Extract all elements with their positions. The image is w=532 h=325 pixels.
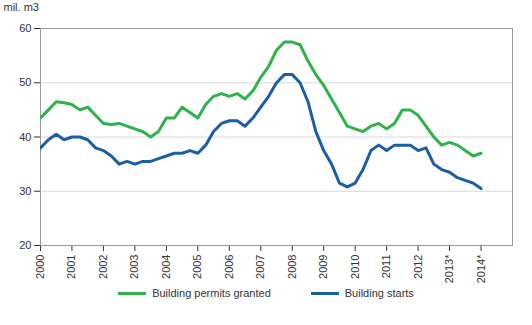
svg-text:50: 50 xyxy=(19,76,31,88)
svg-text:2007: 2007 xyxy=(254,255,266,279)
svg-text:20: 20 xyxy=(19,239,31,251)
svg-text:2014*: 2014* xyxy=(475,254,487,283)
html-text:Building permits granted: Building permits granted xyxy=(152,287,271,299)
svg-text:2003: 2003 xyxy=(128,255,140,279)
svg-text:40: 40 xyxy=(19,131,31,143)
svg-text:2011: 2011 xyxy=(380,255,392,279)
svg-text:2010: 2010 xyxy=(349,255,361,279)
svg-text:2002: 2002 xyxy=(97,255,109,279)
svg-text:2000: 2000 xyxy=(34,255,46,279)
svg-text:2008: 2008 xyxy=(286,255,298,279)
html-text:Building starts: Building starts xyxy=(344,287,414,299)
svg-text:mil. m3: mil. m3 xyxy=(4,1,39,13)
svg-text:30: 30 xyxy=(19,185,31,197)
svg-text:60: 60 xyxy=(19,22,31,34)
svg-text:2013*: 2013* xyxy=(443,254,455,283)
svg-text:2004: 2004 xyxy=(160,255,172,279)
svg-text:2012: 2012 xyxy=(412,255,424,279)
svg-text:2009: 2009 xyxy=(317,255,329,279)
svg-text:2005: 2005 xyxy=(191,255,203,279)
svg-text:2001: 2001 xyxy=(65,255,77,279)
svg-text:2006: 2006 xyxy=(223,255,235,279)
